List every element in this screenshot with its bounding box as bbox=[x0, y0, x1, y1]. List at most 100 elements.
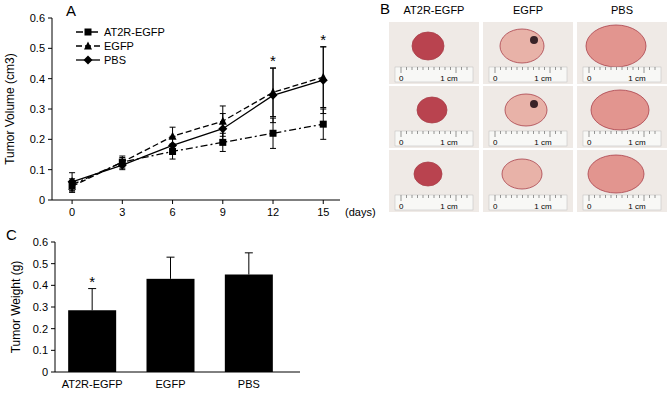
panel-c: C00.10.20.30.40.50.6Tumor Weight (g)AT2R… bbox=[6, 226, 300, 390]
annotation: * bbox=[270, 52, 276, 69]
ruler-tick bbox=[450, 195, 451, 198]
ruler-tick bbox=[511, 195, 512, 198]
ruler-tick bbox=[495, 131, 496, 137]
photo bbox=[483, 150, 573, 212]
y-tick-label: 0.4 bbox=[30, 73, 45, 85]
ruler-tick bbox=[633, 195, 634, 198]
ruler-tick bbox=[517, 131, 518, 134]
ruler-tick bbox=[638, 195, 639, 198]
legend-marker bbox=[85, 29, 92, 36]
panel-a: A00.10.20.30.40.50.603691215(days)Tumor … bbox=[3, 2, 376, 218]
tumor bbox=[591, 90, 649, 130]
ruler-tick bbox=[445, 195, 446, 198]
point bbox=[118, 161, 127, 170]
ruler-tick bbox=[517, 195, 518, 198]
ruler-tick bbox=[611, 67, 612, 70]
x-tick bbox=[323, 200, 324, 204]
ruler-tick bbox=[589, 67, 590, 73]
ruler-tick bbox=[412, 195, 413, 198]
plot-area bbox=[68, 47, 328, 193]
ruler-tick bbox=[423, 195, 424, 198]
plot-area bbox=[68, 253, 273, 372]
ruler-tick bbox=[417, 67, 418, 70]
ruler-tick bbox=[522, 131, 523, 134]
tumor bbox=[414, 162, 442, 186]
panel-label: B bbox=[380, 0, 390, 17]
ruler-label: 0 bbox=[587, 138, 592, 147]
y-tick bbox=[48, 139, 52, 140]
ruler-tick bbox=[439, 67, 440, 70]
ruler-tick bbox=[522, 67, 523, 70]
ruler-tick bbox=[616, 131, 617, 134]
ruler-tick bbox=[589, 131, 590, 137]
ruler-label: 1 cm bbox=[534, 202, 552, 211]
ruler-tick bbox=[467, 131, 468, 134]
y-tick-label: 0.4 bbox=[33, 279, 48, 291]
ruler bbox=[489, 67, 567, 82]
series-line bbox=[72, 77, 323, 186]
ruler-tick bbox=[506, 67, 507, 70]
ruler-tick bbox=[423, 67, 424, 70]
ruler bbox=[489, 131, 567, 146]
legend-label: AT2R-EGFP bbox=[104, 26, 165, 38]
ruler-tick bbox=[500, 131, 501, 134]
y-axis-label: Tumor Weight (g) bbox=[9, 261, 23, 354]
ruler-tick bbox=[417, 131, 418, 134]
ruler-tick bbox=[605, 131, 606, 134]
y-tick bbox=[51, 285, 55, 286]
ruler-label: 1 cm bbox=[534, 138, 552, 147]
x-tick-label: 3 bbox=[119, 206, 125, 218]
ruler-tick bbox=[461, 195, 462, 198]
photo bbox=[389, 22, 479, 84]
x-tick bbox=[172, 200, 173, 204]
ruler-tick bbox=[456, 195, 457, 201]
ruler-tick bbox=[539, 131, 540, 134]
ruler-tick bbox=[450, 67, 451, 70]
ruler-tick bbox=[594, 67, 595, 70]
ruler-tick bbox=[434, 195, 435, 198]
ruler-label: 0 bbox=[399, 138, 404, 147]
ruler-tick bbox=[627, 67, 628, 70]
y-tick bbox=[51, 372, 55, 373]
point bbox=[320, 121, 327, 128]
x-tick-label: 15 bbox=[317, 206, 329, 218]
y-tick-label: 0.5 bbox=[30, 42, 45, 54]
ruler bbox=[395, 67, 473, 82]
photo bbox=[389, 150, 479, 212]
point bbox=[319, 76, 328, 85]
legend-marker bbox=[84, 56, 93, 65]
ruler-tick bbox=[600, 131, 601, 134]
y-tick-label: 0 bbox=[42, 366, 48, 378]
ruler-label: 1 cm bbox=[534, 74, 552, 83]
y-tick bbox=[51, 242, 55, 243]
ruler-tick bbox=[445, 67, 446, 70]
point bbox=[168, 141, 177, 150]
y-tick-label: 0.3 bbox=[33, 301, 48, 313]
tumor bbox=[505, 94, 547, 126]
ruler-tick bbox=[428, 195, 429, 198]
ruler-tick bbox=[495, 195, 496, 201]
ruler-tick bbox=[522, 195, 523, 198]
x-tick-label: PBS bbox=[238, 378, 260, 390]
legend-label: EGFP bbox=[104, 40, 134, 52]
ruler-tick bbox=[423, 131, 424, 134]
ruler-label: 0 bbox=[587, 74, 592, 83]
ruler-tick bbox=[633, 67, 634, 70]
ruler bbox=[583, 195, 661, 210]
ruler-tick bbox=[655, 131, 656, 134]
ruler-tick bbox=[633, 131, 634, 134]
ruler-tick bbox=[655, 67, 656, 70]
tumor-spot bbox=[530, 36, 538, 44]
ruler-tick bbox=[467, 67, 468, 70]
ruler-tick bbox=[555, 131, 556, 134]
ruler-tick bbox=[544, 195, 545, 198]
ruler bbox=[583, 131, 661, 146]
y-tick-label: 0.5 bbox=[33, 258, 48, 270]
ruler-label: 0 bbox=[493, 202, 498, 211]
ruler-tick bbox=[649, 195, 650, 198]
ruler-tick bbox=[439, 131, 440, 134]
ruler-label: 1 cm bbox=[440, 138, 458, 147]
x-tick-label: EGFP bbox=[156, 378, 186, 390]
ruler-tick bbox=[594, 131, 595, 134]
ruler-tick bbox=[622, 195, 623, 198]
